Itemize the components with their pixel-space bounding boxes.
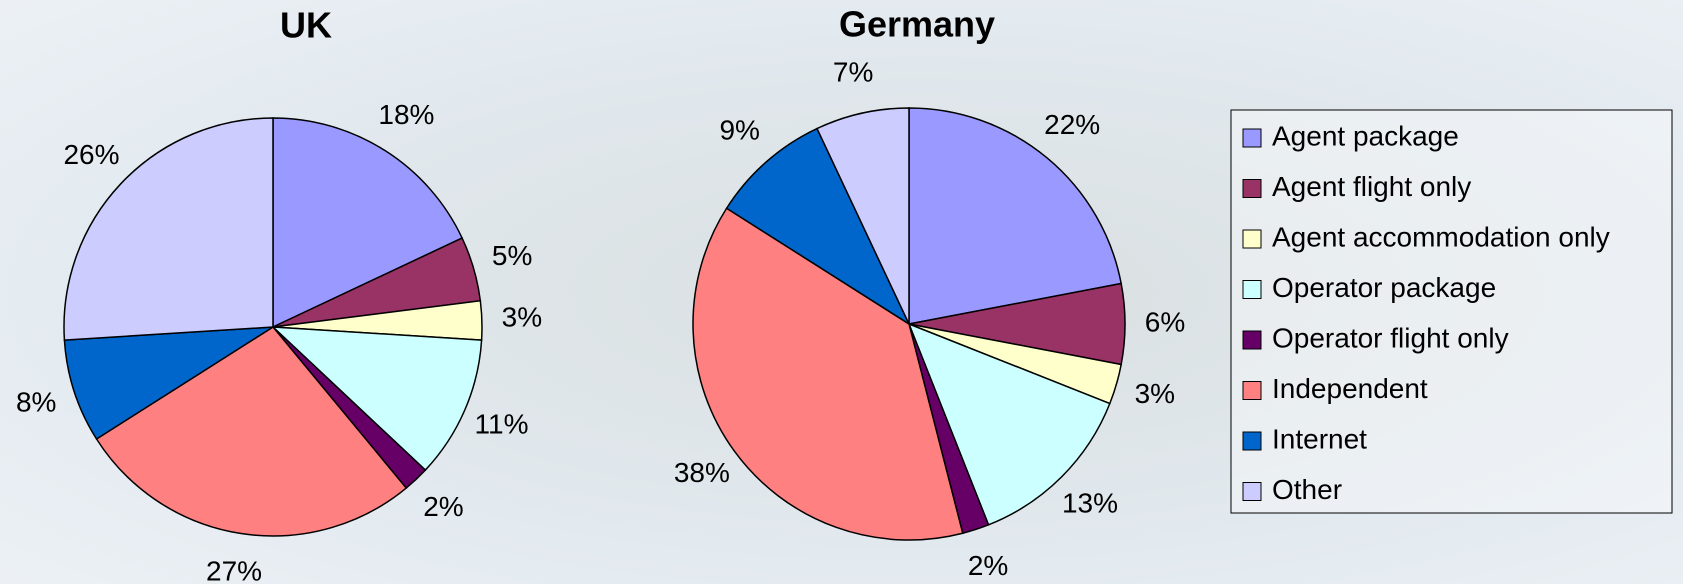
pie-slice: [907, 322, 1111, 526]
legend-swatch: [1242, 431, 1262, 451]
pie-slice: [908, 107, 1123, 325]
legend-swatch: [1242, 280, 1262, 299]
data-label: 3%: [1135, 378, 1175, 409]
chart-title: Germany: [839, 4, 995, 45]
legend-label: Independent: [1272, 373, 1428, 404]
legend-label: Other: [1272, 474, 1342, 505]
pie-slice: [63, 117, 274, 341]
pie-slice: [63, 326, 274, 441]
legend-label: Internet: [1272, 423, 1367, 454]
legend: [1230, 109, 1673, 514]
legend-swatch: [1242, 229, 1262, 249]
data-label: 2%: [968, 550, 1008, 581]
legend-label: Operator package: [1272, 272, 1496, 303]
pie-slice: [95, 326, 408, 537]
data-label: 11%: [475, 408, 529, 439]
data-label: 2%: [423, 491, 463, 522]
legend-swatch: [1242, 179, 1262, 198]
chart-title: UK: [280, 5, 332, 46]
legend-label: Agent package: [1272, 120, 1459, 151]
data-label: 18%: [378, 99, 434, 130]
data-label: 9%: [719, 114, 759, 145]
data-label: 7%: [833, 57, 873, 88]
legend-swatch: [1242, 128, 1262, 148]
pie-slice: [272, 117, 464, 329]
data-label: 38%: [674, 457, 730, 488]
data-label: 5%: [492, 240, 532, 271]
pie-slice: [816, 107, 910, 325]
legend-label: Operator flight only: [1272, 322, 1509, 353]
pie-slice: [692, 207, 964, 541]
legend-swatch: [1242, 381, 1262, 400]
data-label: 6%: [1145, 306, 1185, 337]
data-label: 26%: [63, 139, 119, 170]
legend-swatch: [1242, 482, 1262, 501]
legend-swatch: [1242, 330, 1262, 350]
legend-label: Agent accommodation only: [1272, 221, 1610, 252]
data-label: 13%: [1062, 487, 1118, 518]
data-label: 22%: [1044, 109, 1100, 140]
data-label: 27%: [206, 555, 262, 584]
pie-slice: [725, 127, 911, 327]
pie-slice: [270, 326, 483, 472]
data-label: 3%: [502, 302, 542, 333]
data-label: 8%: [16, 386, 56, 417]
legend-label: Agent flight only: [1272, 171, 1471, 202]
